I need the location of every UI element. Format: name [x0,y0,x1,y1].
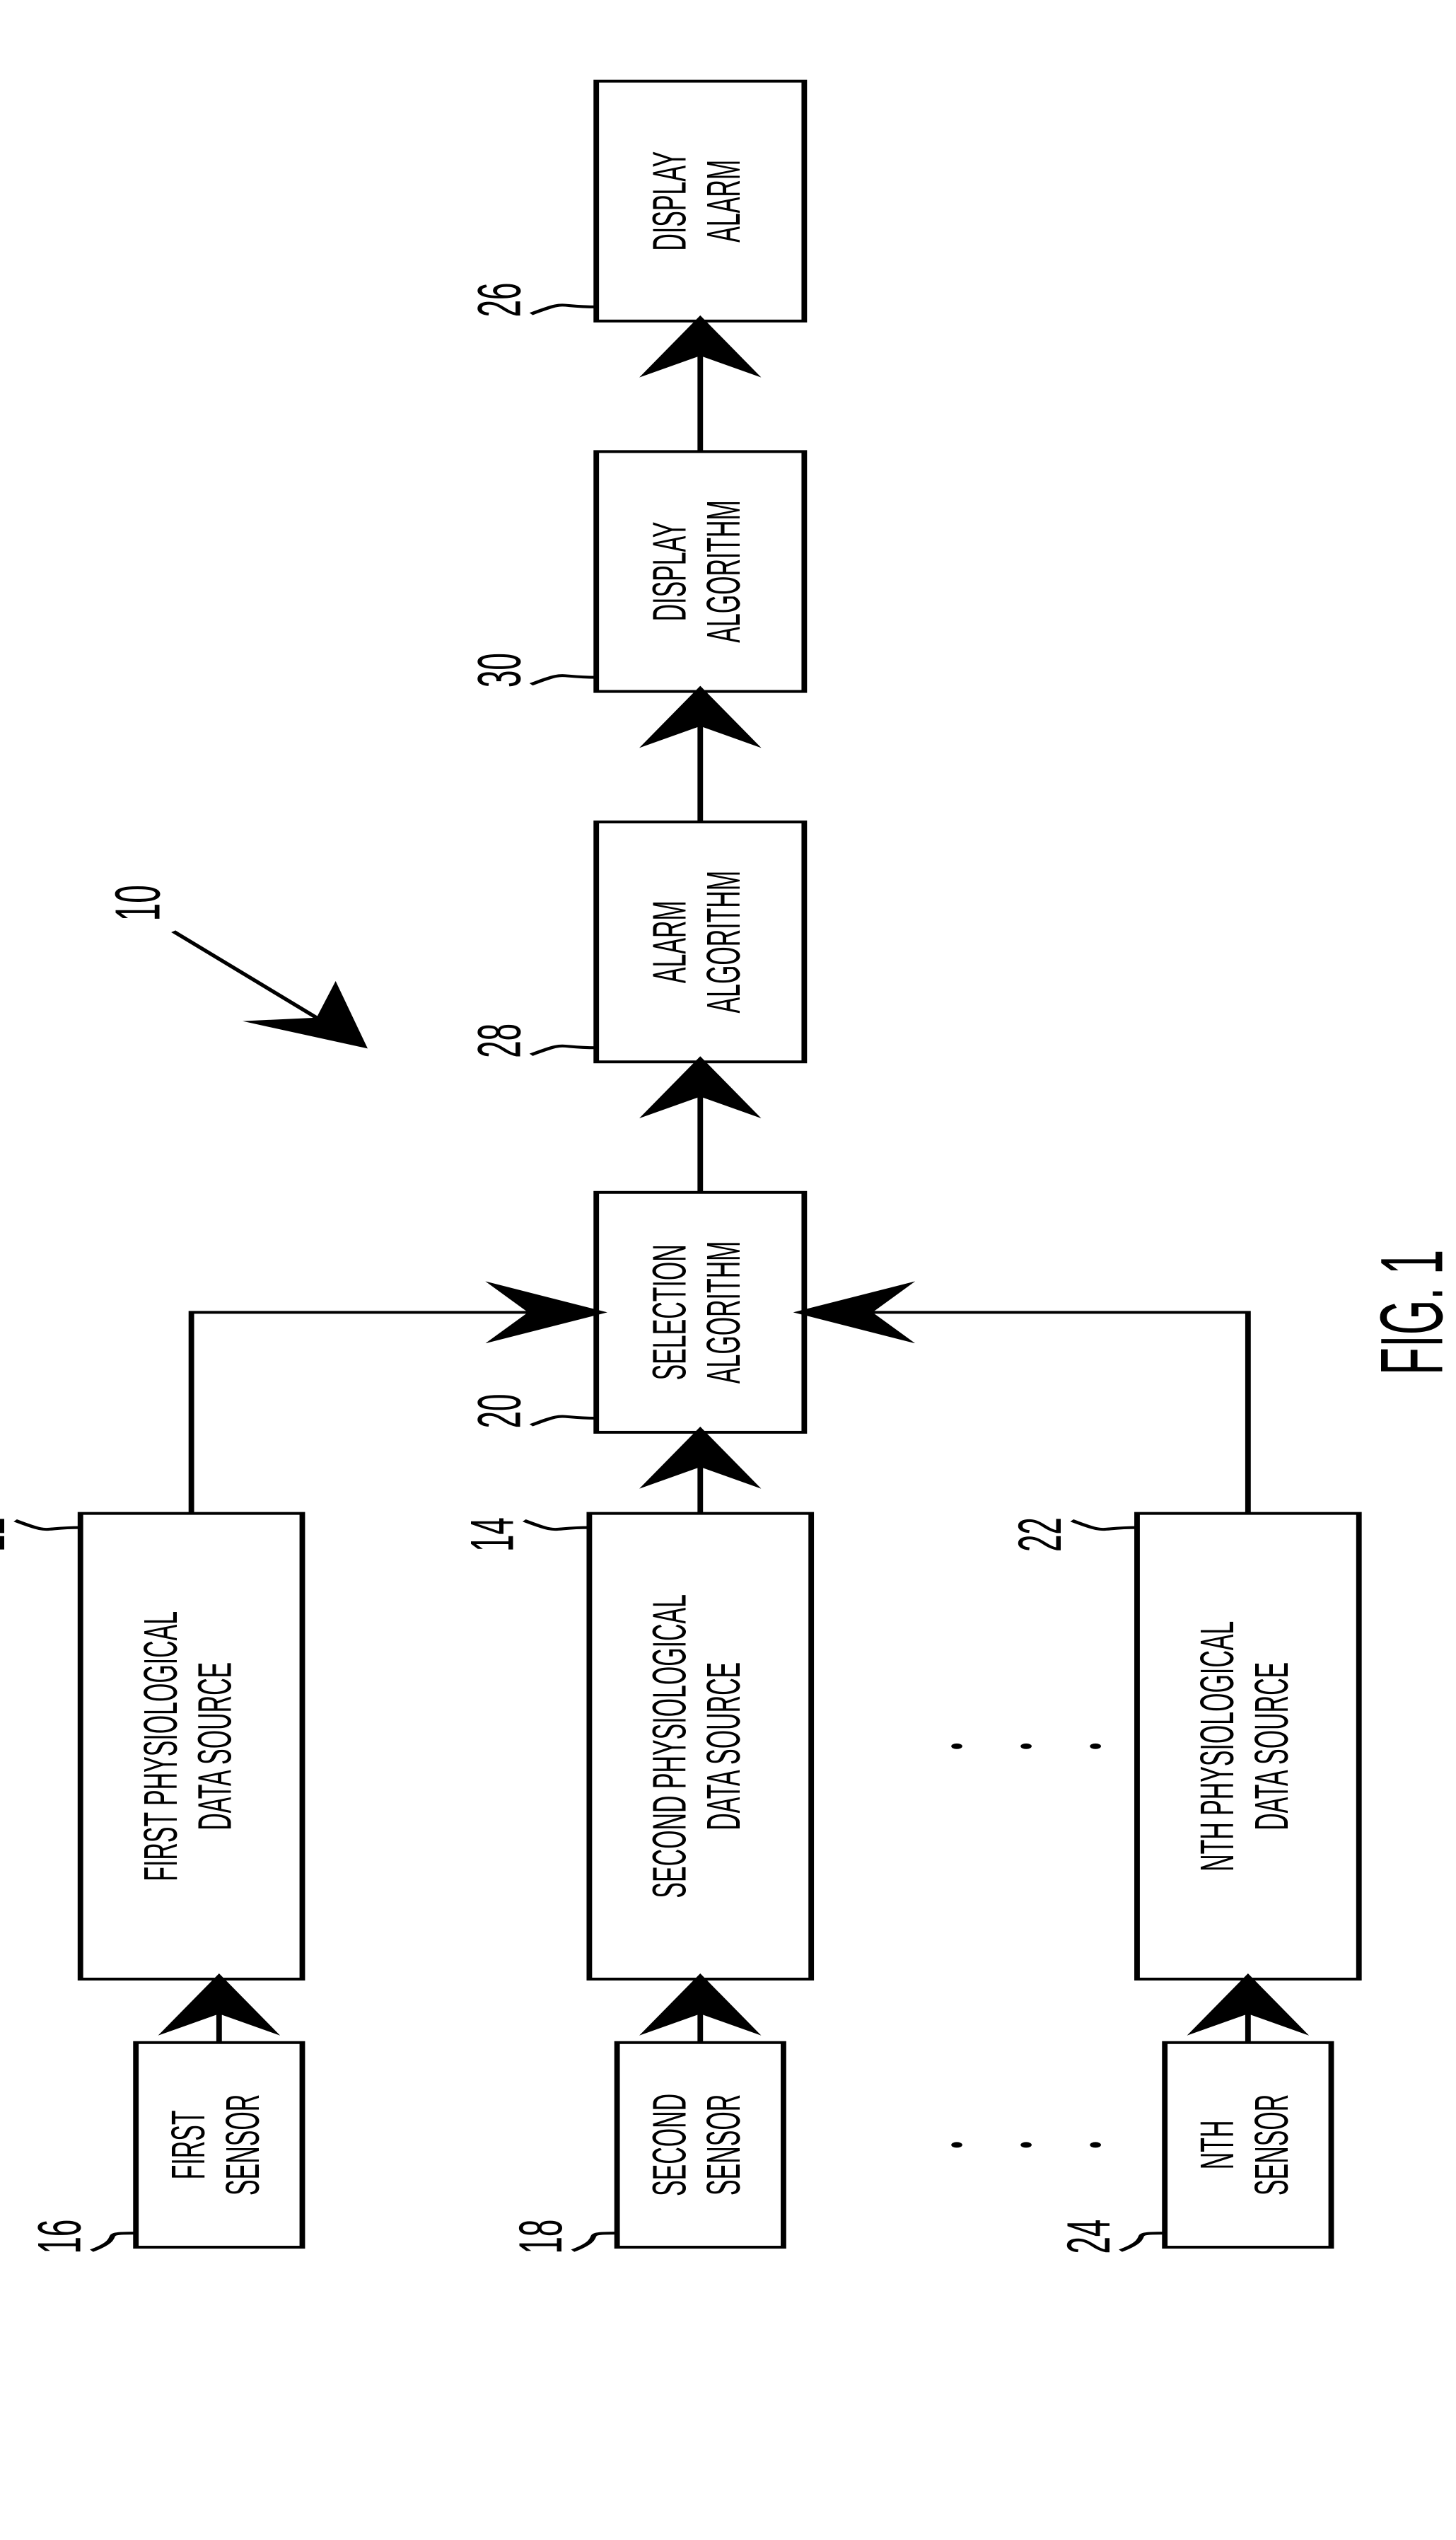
nth_sensor-label-0: NTH [1192,2121,1244,2170]
nth_src-label-0: NTH PHYSIOLOGICAL [1192,1621,1244,1872]
disp_alg-ref: 30 [465,653,533,688]
ellipsis-dot [951,2142,962,2147]
nth_sensor-label-1: SENSOR [1246,2094,1298,2196]
selection-ref-leader [531,1416,596,1425]
ellipsis-dot [951,1744,962,1749]
first_src-ref-leader [16,1521,81,1529]
second_src-ref: 14 [458,1517,526,1552]
alarm_alg-ref-leader [531,1046,596,1055]
second_sensor-label-1: SENSOR [698,2094,750,2196]
second_sensor-ref-leader [573,2233,617,2251]
selection-ref: 20 [465,1394,533,1429]
edge-first_src-selection [192,1312,597,1513]
nth_src-ref-leader [1072,1521,1137,1529]
second_src-label-1: DATA SOURCE [698,1662,750,1831]
second_sensor-label-0: SECOND [643,2094,696,2196]
nth_src-ref: 22 [1006,1517,1074,1552]
figure-caption: FIG. 1 [1363,1250,1456,1375]
ellipsis-dot [1090,2142,1101,2147]
disp_alg-ref-leader [531,675,596,684]
first_src-label-1: DATA SOURCE [189,1662,241,1831]
ellipsis-dot [1020,2142,1032,2147]
disp_alarm-label-0: DISPLAY [643,151,696,251]
first_src-ref: 12 [0,1517,18,1552]
alarm_alg-label-0: ALARM [643,900,696,983]
edge-nth_src-selection [804,1312,1248,1513]
first_sensor-ref: 16 [25,2220,94,2254]
selection-label-0: SELECTION [643,1244,696,1380]
second_src-ref-leader [524,1521,589,1529]
first_sensor-label-1: SENSOR [217,2094,269,2196]
ellipsis-dot [1090,1744,1101,1749]
disp_alg-label-1: ALGORITHM [698,500,750,643]
second_src-label-0: SECOND PHYSIOLOGICAL [643,1594,696,1898]
ellipsis-dot [1020,1744,1032,1749]
disp_alarm-ref-leader [531,305,596,313]
second_sensor-ref: 18 [506,2220,575,2254]
system-ref-arrow [173,932,361,1045]
nth_sensor-ref-leader [1120,2233,1165,2251]
selection-label-1: ALGORITHM [698,1241,750,1384]
alarm_alg-ref: 28 [465,1023,533,1058]
disp_alarm-ref: 26 [465,283,533,318]
alarm_alg-label-1: ALGORITHM [698,871,750,1014]
disp_alg-label-0: DISPLAY [643,522,696,622]
first_sensor-ref-leader [91,2233,136,2251]
nth_src-label-1: DATA SOURCE [1246,1662,1298,1831]
disp_alarm-label-1: ALARM [698,160,750,243]
nth_sensor-ref: 24 [1054,2220,1123,2254]
first_src-label-0: FIRST PHYSIOLOGICAL [135,1611,187,1881]
first_sensor-label-0: FIRST [163,2110,215,2179]
system-ref: 10 [103,885,174,921]
